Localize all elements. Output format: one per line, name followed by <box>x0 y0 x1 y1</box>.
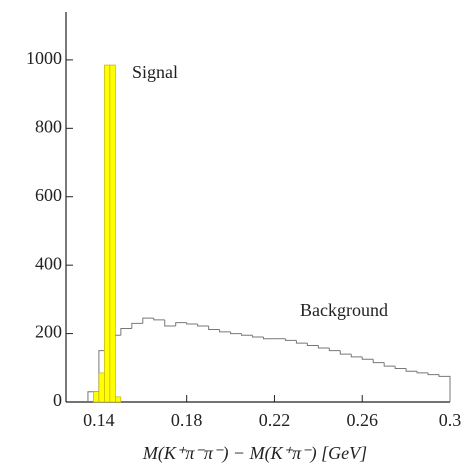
x-tick-label: 0.22 <box>259 410 291 430</box>
y-tick-label: 200 <box>35 322 62 342</box>
signal-bar <box>115 396 122 403</box>
background-bin <box>241 333 253 336</box>
background-bin <box>317 345 330 349</box>
signal-bar <box>98 372 105 403</box>
y-tick-label: 1000 <box>26 48 62 68</box>
y-tick-label: 400 <box>35 253 62 273</box>
signal-bar <box>104 64 111 403</box>
background-bin <box>328 347 341 352</box>
series-label: Background <box>300 300 388 320</box>
background-bin <box>230 331 242 335</box>
background-bin <box>427 372 440 376</box>
background-bin <box>262 337 275 340</box>
background-bin <box>197 324 209 327</box>
x-tick-label: 0.14 <box>83 410 115 430</box>
background-bin <box>208 326 220 330</box>
background-bin <box>295 340 308 344</box>
y-tick-label: 600 <box>35 185 62 205</box>
x-tick-label: 0.18 <box>171 410 203 430</box>
background-bin <box>416 371 429 374</box>
background-bin <box>219 329 231 333</box>
background-bin <box>164 319 176 327</box>
background-bin <box>438 374 451 402</box>
background-bin <box>306 343 319 347</box>
x-tick-label: 0.26 <box>346 410 378 430</box>
background-bin <box>252 335 264 338</box>
y-tick-label: 800 <box>35 116 62 136</box>
x-axis-label: M(K⁺π⁻π⁻) − M(K⁺π⁻) [GeV] <box>142 443 367 464</box>
y-tick-label: 0 <box>53 390 62 410</box>
background-bin <box>361 356 374 360</box>
signal-bar <box>109 64 116 403</box>
background-bin <box>383 362 396 367</box>
background-bin <box>153 318 165 321</box>
background-bin <box>175 322 187 327</box>
series-label: Signal <box>132 62 178 82</box>
signal-bar <box>93 391 100 403</box>
x-tick-label: 0.3 <box>439 410 462 430</box>
background-bin <box>131 322 143 329</box>
background-bin <box>142 317 154 324</box>
background-bin <box>186 322 198 325</box>
background-bin <box>120 327 132 336</box>
background-bin <box>372 359 385 364</box>
background-bin <box>405 368 418 372</box>
background-bin <box>350 354 363 358</box>
background-bin <box>394 366 407 369</box>
background-bin <box>284 338 297 341</box>
background-bin <box>339 350 352 355</box>
